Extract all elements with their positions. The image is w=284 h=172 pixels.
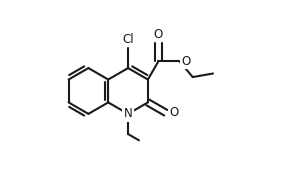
Text: N: N — [124, 107, 132, 120]
Text: O: O — [169, 106, 179, 119]
Text: O: O — [181, 55, 190, 68]
Text: O: O — [154, 28, 163, 41]
Text: Cl: Cl — [122, 33, 134, 46]
